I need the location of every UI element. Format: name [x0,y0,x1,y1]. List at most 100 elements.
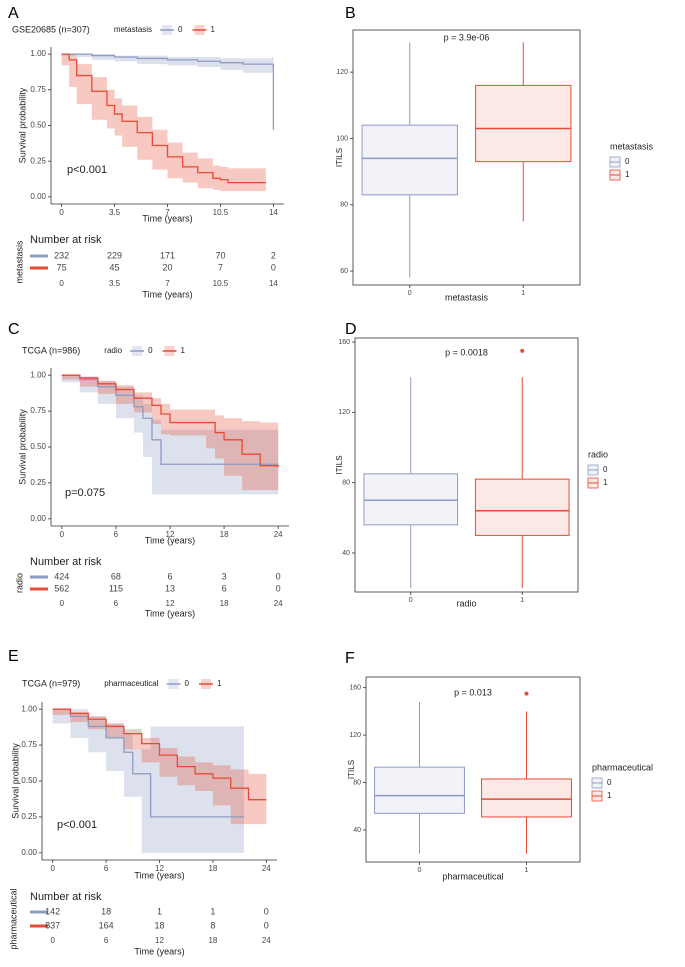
y-tick-label: 0.50 [30,442,46,451]
y-tick-label: 1.00 [30,49,46,58]
x-tick-label: 3.5 [109,208,121,217]
plot-border [352,29,581,286]
survival-panel: TCGA (n=986) radio 0 1 0.00 0.25 0.50 0.75 1.00 0… [8,321,289,618]
y-tick-label: 60 [340,268,348,275]
x-tick-label: 24 [262,864,271,873]
risk-y-label: metastasis [14,240,24,284]
box [374,766,465,814]
legend-title: radio [104,346,122,355]
x-axis-label: radio [456,598,476,608]
x-tick-label: 0 [409,597,413,604]
y-axis-label: Survival probability [17,409,27,485]
risk-count: 562 [54,583,69,593]
risk-x-tick-label: 24 [274,599,283,608]
survival-curve [61,374,279,468]
x-axis-label: metastasis [445,292,489,302]
x-tick-label: 0 [59,208,64,217]
annotation: p<0.001 [57,819,97,831]
box-panel: 60 80 100 120 0 1 p = 3.9e-06 metastasis ITILS Bm… [335,5,653,302]
survival-panel: GSE20685 (n=307) metastasis 0 1 0.00 0.25 0.50… [8,5,284,299]
x-tick-label: 0 [60,530,65,539]
legend-label: 1 [625,170,630,179]
y-tick-label: 160 [338,339,350,346]
panel-label: F [345,650,355,667]
risk-x-tick-label: 18 [208,936,217,945]
y-tick-label: 120 [338,409,350,416]
box-panel: 40 80 120 160 0 1 p = 0.013 pharmaceutical ITILS… [345,650,653,881]
legend-key-box [164,346,175,356]
risk-count: 13 [165,583,175,593]
confidence-band [61,54,274,73]
y-tick-label: 0.25 [21,812,37,821]
risk-count: 115 [109,583,123,593]
risk-count: 70 [215,250,225,260]
legend-label: 1 [603,478,608,487]
panel-label: E [8,648,19,665]
y-axis-label: Survival probability [17,87,27,163]
x-axis-label: Time (years) [145,535,195,545]
risk-count: 68 [111,571,121,581]
confidence-band [61,54,266,192]
risk-count: 0 [264,906,269,916]
risk-x-tick-label: 24 [262,936,271,945]
y-tick-label: 40 [353,827,361,834]
x-tick-label: 24 [274,530,283,539]
risk-count: 1 [157,906,162,916]
risk-count: 2 [271,250,276,260]
risk-x-tick-label: 0 [50,936,55,945]
y-axis-label: ITILS [335,455,344,474]
box [361,124,458,196]
plot-border [354,337,579,593]
annotation: p = 0.013 [454,687,492,697]
box [363,473,459,526]
risk-x-label: Time (years) [134,946,184,956]
panel-label: B [345,5,356,22]
chart-title: TCGA (n=986) [22,345,80,355]
y-tick-label: 80 [353,779,361,786]
legend-label: 0 [603,465,608,474]
legend-label: 0 [178,25,183,34]
risk-x-tick-label: 0 [60,599,65,608]
y-axis-label: ITILS [335,148,344,167]
risk-y-label: radio [14,573,24,593]
risk-count: 6 [222,583,227,593]
risk-count: 171 [160,250,175,260]
legend-label: 1 [211,25,216,34]
survival-curve [52,708,267,801]
risk-count: 6 [167,571,172,581]
y-tick-label: 100 [336,135,348,142]
risk-count: 8 [210,920,215,930]
y-tick-label: 1.00 [30,370,46,379]
x-tick-label: 18 [220,530,229,539]
x-axis-label: Time (years) [142,213,192,223]
risk-title: Number at risk [30,556,102,568]
survival-curve [61,53,266,184]
risk-count: 7 [218,262,223,272]
risk-count: 0 [276,583,281,593]
survival-curve [61,53,275,130]
x-tick-label: 14 [269,208,278,217]
box [474,478,570,536]
x-tick-label: 6 [104,864,109,873]
y-tick-label: 0.75 [21,740,37,749]
legend-label: 0 [185,679,190,688]
risk-count: 837 [45,920,60,930]
legend-title: pharmaceutical [104,679,158,688]
risk-count: 164 [99,920,114,930]
y-tick-label: 0.50 [21,776,37,785]
x-tick-label: 0 [418,867,422,874]
risk-x-label: Time (years) [142,289,192,299]
x-tick-label: 1 [521,290,525,297]
legend-key-box [194,25,205,35]
y-tick-label: 0.00 [30,192,46,201]
y-tick-label: 0.00 [30,514,46,523]
risk-count: 232 [54,250,69,260]
x-tick-label: 1 [525,867,529,874]
y-tick-label: 0.75 [30,85,46,94]
legend-label: 1 [181,346,186,355]
annotation: p=0.075 [65,487,105,499]
risk-count: 45 [110,262,120,272]
x-tick-label: 18 [208,864,217,873]
x-tick-label: 0 [50,864,55,873]
